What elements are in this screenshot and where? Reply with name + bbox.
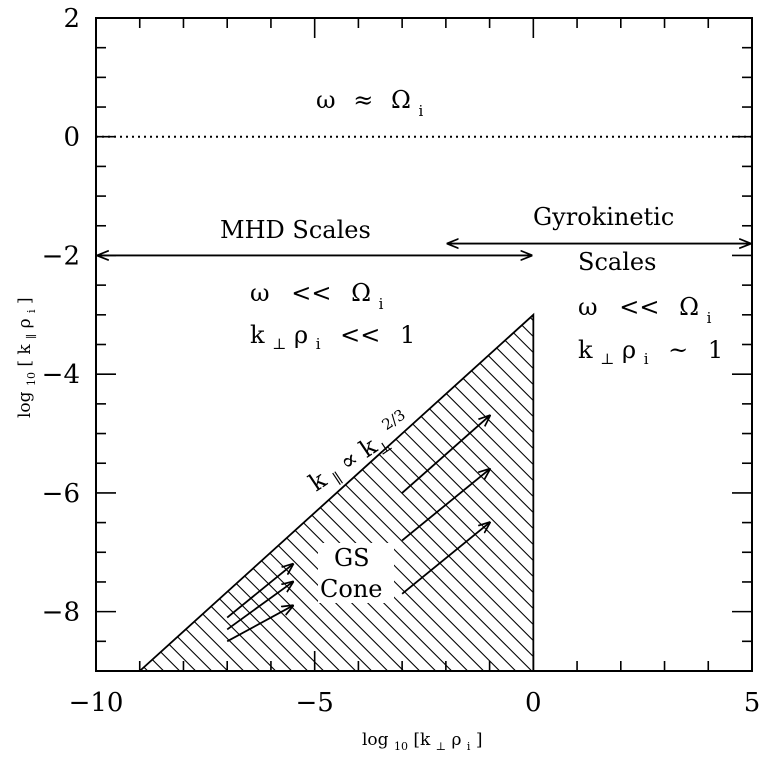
y-tick-label: 0 bbox=[63, 123, 80, 153]
omega: ω bbox=[316, 86, 336, 114]
scale-arrows bbox=[98, 244, 750, 256]
mhd-scales-title: MHD Scales bbox=[220, 216, 371, 244]
x-tick-label: 5 bbox=[744, 688, 761, 718]
hatch-line bbox=[139, 314, 277, 671]
hatch-line bbox=[239, 314, 534, 671]
y-axis-title: log 10 [ k ∥ ρ i ] bbox=[15, 297, 40, 418]
hatch-line bbox=[139, 314, 421, 671]
hatch-line bbox=[479, 314, 534, 671]
hatch-line bbox=[255, 314, 534, 671]
hatch-line bbox=[319, 314, 534, 671]
hatch-line bbox=[383, 314, 534, 671]
hatch-line bbox=[287, 314, 534, 671]
cascade-arrow bbox=[226, 582, 293, 631]
cascade-arrow bbox=[226, 606, 293, 643]
hatch-line bbox=[335, 314, 534, 671]
Omega-sub: i bbox=[419, 102, 424, 120]
gk-k-label: k ⊥ ρ i ~ 1 bbox=[578, 336, 723, 370]
gyrokinetic-title-line1: Gyrokinetic bbox=[533, 203, 674, 231]
y-tick-label: 2 bbox=[63, 4, 80, 34]
mhd-k-label: k ⊥ ρ i << 1 bbox=[250, 321, 415, 355]
hatch-line bbox=[463, 314, 534, 671]
tick-labels: −10 −5 0 5 2 0 −2 −4 −6 −8 bbox=[42, 4, 761, 718]
hatch-line bbox=[139, 314, 437, 671]
cone-label-line1: GS bbox=[334, 544, 370, 572]
hatch-line bbox=[139, 314, 389, 671]
y-tick-label: −2 bbox=[42, 241, 80, 271]
hatch-line bbox=[415, 314, 534, 671]
x-axis-title: log 10 [k ⊥ ρ i ] bbox=[362, 730, 482, 755]
y-tick-label: −4 bbox=[42, 360, 80, 390]
y-tick-label: −6 bbox=[42, 479, 80, 509]
hatch-line bbox=[223, 314, 534, 671]
gyrokinetic-title-line2: Scales bbox=[578, 248, 656, 276]
hatch-line bbox=[139, 314, 453, 671]
x-tick-label: −5 bbox=[296, 688, 334, 718]
hatch-line bbox=[139, 314, 485, 671]
Omega: Ω bbox=[391, 86, 411, 114]
hatch-line bbox=[139, 314, 293, 671]
x-tick-label: −10 bbox=[69, 688, 124, 718]
axis-ticks bbox=[95, 17, 753, 672]
hatch-line bbox=[447, 314, 534, 671]
cone-label-line2: Cone bbox=[320, 575, 382, 603]
hatch-line bbox=[303, 314, 534, 671]
cone-label-background bbox=[318, 543, 394, 603]
cascade-arrow bbox=[401, 416, 489, 494]
cascade-arrows bbox=[226, 416, 489, 643]
hatch-line bbox=[511, 314, 534, 671]
hatch-line bbox=[399, 314, 534, 671]
gs-cone-boundary bbox=[139, 312, 535, 672]
hatch-line bbox=[367, 314, 534, 671]
hatch-line bbox=[207, 314, 534, 671]
y-tick-label: −8 bbox=[42, 598, 80, 628]
cascade-arrow bbox=[401, 469, 489, 542]
approx: ≈ bbox=[353, 86, 373, 114]
cascade-arrow bbox=[226, 564, 293, 619]
hatch-line bbox=[175, 314, 533, 671]
hatch-line bbox=[431, 314, 534, 671]
mhd-frequency-label: ω << Ω i bbox=[250, 279, 384, 313]
cascade-arrow bbox=[401, 523, 489, 595]
top-frequency-label: ω ≈ Ω i bbox=[316, 86, 424, 120]
hatch-line bbox=[495, 314, 534, 671]
hatch-line bbox=[139, 314, 469, 671]
x-tick-label: 0 bbox=[525, 688, 542, 718]
cone-scaling-label: k ∥ ∝ k ⊥ 2/3 bbox=[302, 406, 420, 502]
hatch-line bbox=[139, 314, 309, 671]
gk-frequency-label: ω << Ω i bbox=[578, 293, 712, 327]
